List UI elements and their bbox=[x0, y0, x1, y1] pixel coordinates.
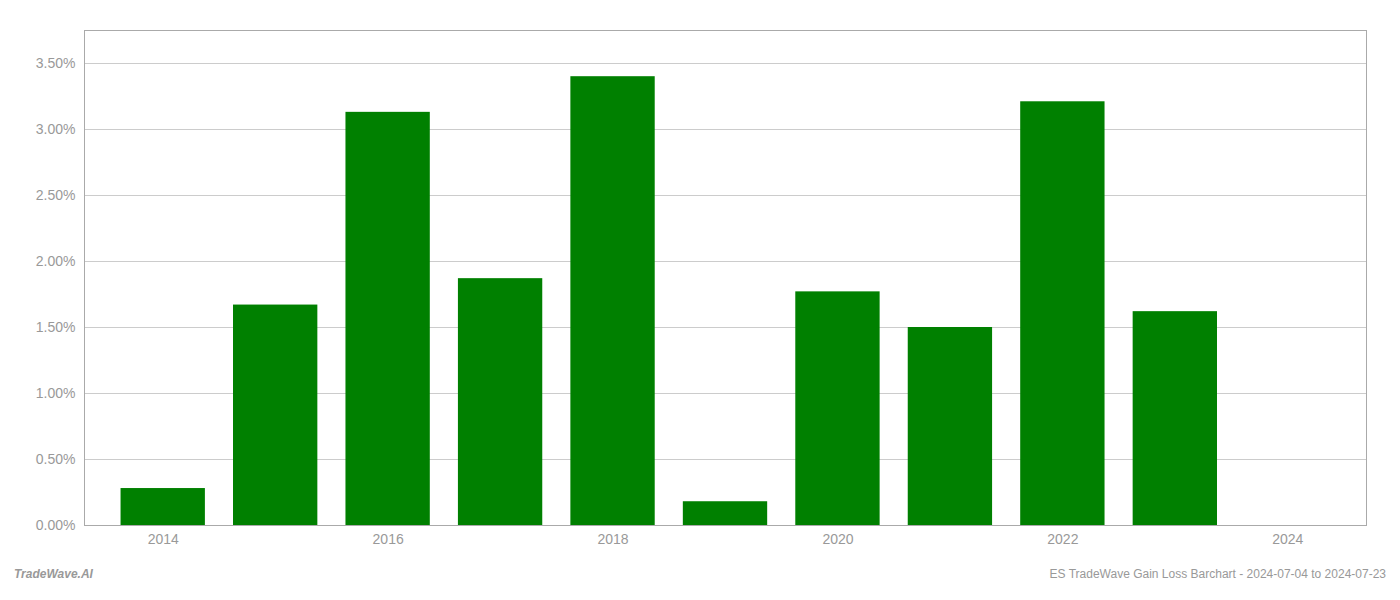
svg-text:2016: 2016 bbox=[373, 531, 404, 547]
svg-text:2.00%: 2.00% bbox=[36, 253, 76, 269]
svg-text:1.50%: 1.50% bbox=[36, 319, 76, 335]
svg-text:0.00%: 0.00% bbox=[36, 517, 76, 533]
svg-text:2.50%: 2.50% bbox=[36, 187, 76, 203]
html-text:ES TradeWave Gain Loss Barchar: ES TradeWave Gain Loss Barchart - 2024-0… bbox=[1049, 567, 1386, 581]
svg-text:1.00%: 1.00% bbox=[36, 385, 76, 401]
svg-text:2014: 2014 bbox=[148, 531, 179, 547]
html-text:TradeWave.AI: TradeWave.AI bbox=[14, 567, 93, 581]
svg-text:2020: 2020 bbox=[822, 531, 853, 547]
svg-text:2022: 2022 bbox=[1047, 531, 1078, 547]
svg-text:2024: 2024 bbox=[1272, 531, 1303, 547]
svg-text:3.50%: 3.50% bbox=[36, 55, 76, 71]
svg-text:2018: 2018 bbox=[597, 531, 628, 547]
svg-text:3.00%: 3.00% bbox=[36, 121, 76, 137]
svg-text:0.50%: 0.50% bbox=[36, 451, 76, 467]
